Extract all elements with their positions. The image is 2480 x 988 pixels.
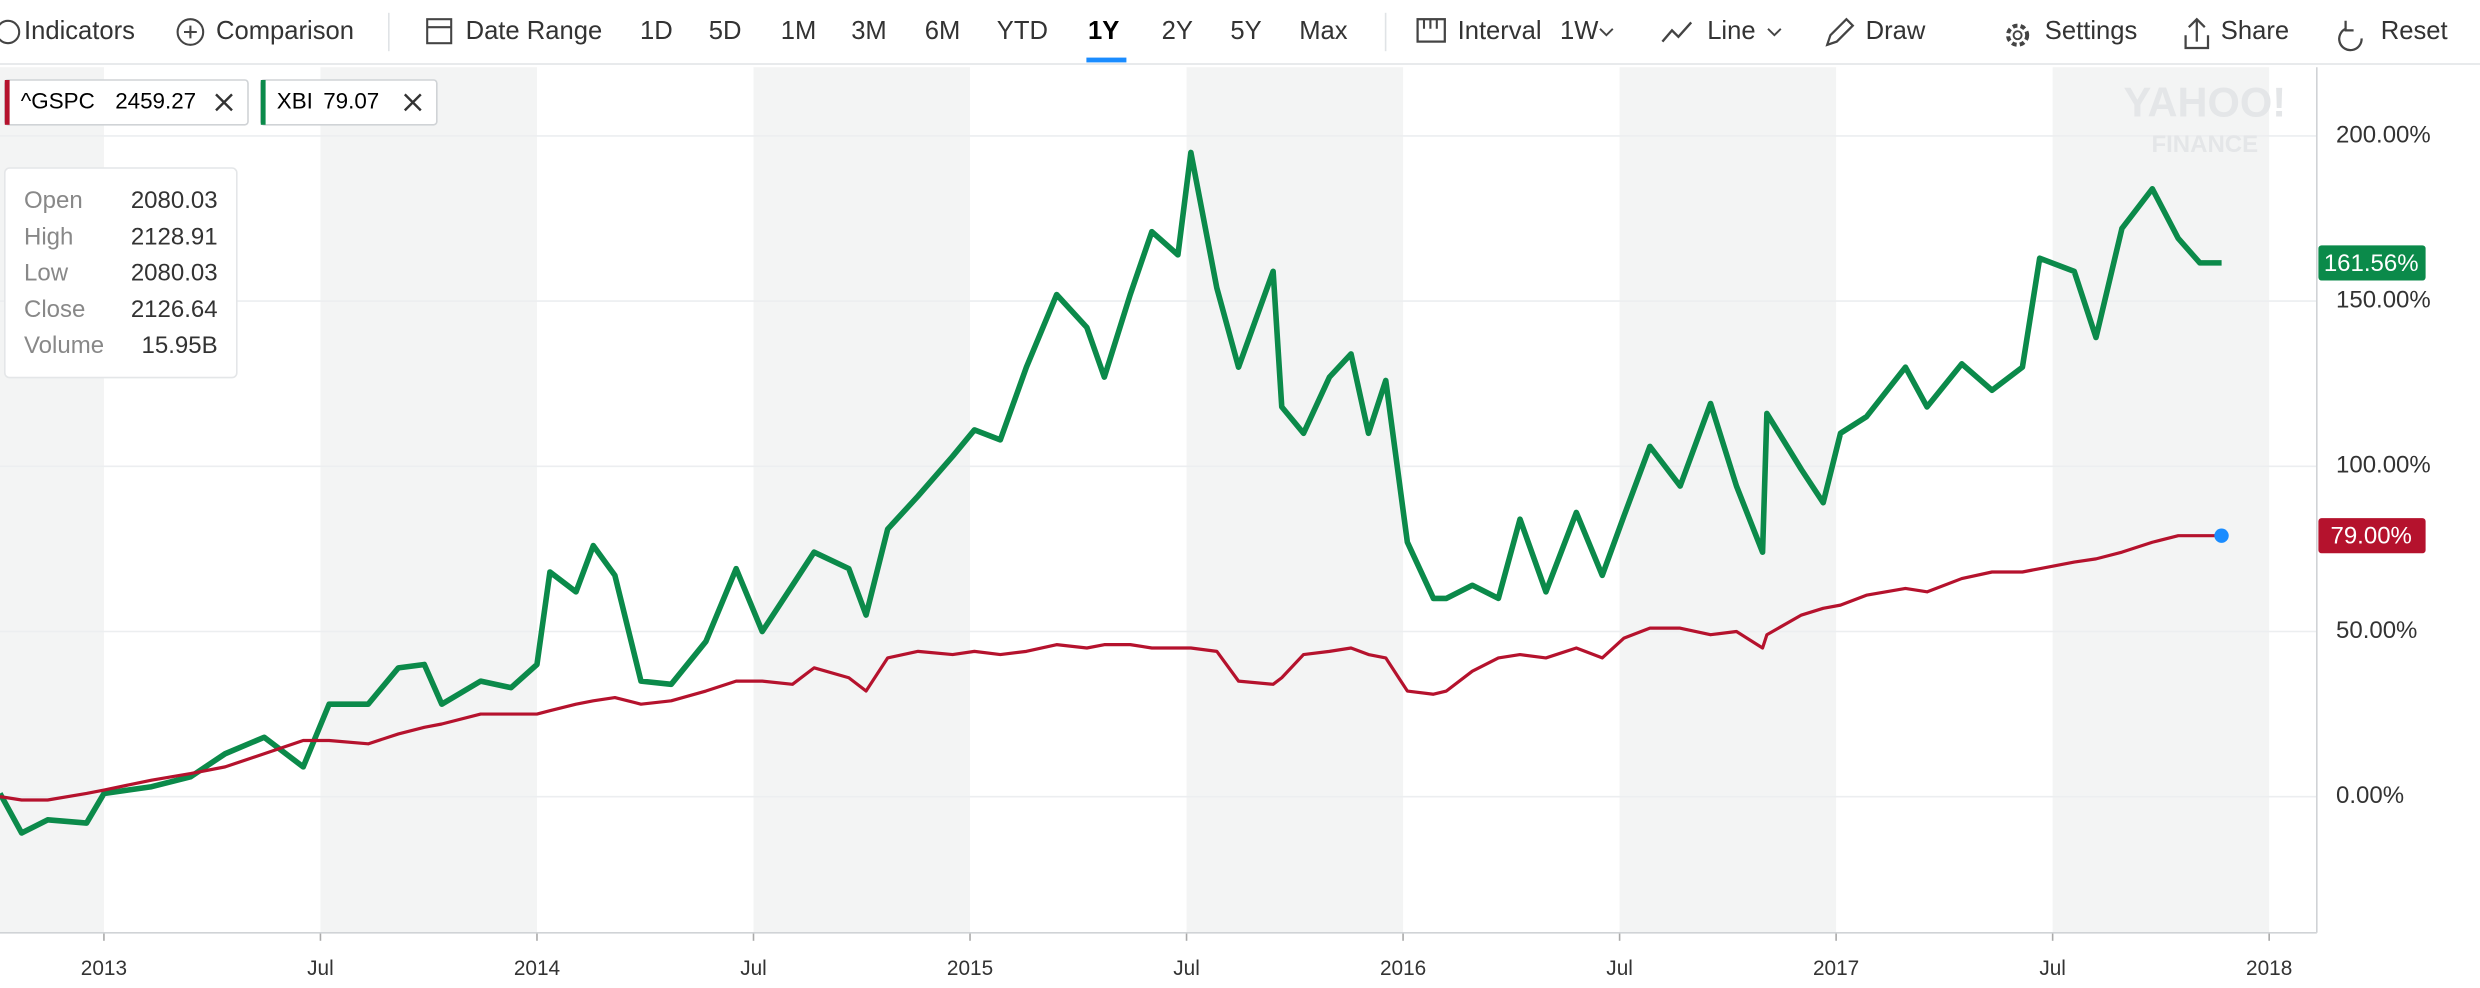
toolbar-button[interactable]: 6M <box>925 17 961 45</box>
x-tick-label: 2018 <box>2246 957 2292 980</box>
icon <box>1767 28 1782 37</box>
legend: ^GSPC 2459.27 XBI 79.07 <box>4 79 438 126</box>
x-tick-label: 2013 <box>81 957 127 980</box>
legend-color <box>260 80 266 125</box>
end-label-box <box>2318 245 2426 281</box>
toolbar-button[interactable]: Comparison <box>216 17 354 45</box>
tooltip-value: 15.95B <box>142 332 218 359</box>
toolbar-button[interactable]: Max <box>1299 17 1348 45</box>
toolbar-button[interactable]: 1Y <box>1088 17 1119 45</box>
series-line <box>0 534 2222 802</box>
tooltip-value: 2128.91 <box>131 223 218 250</box>
tooltip-label: Volume <box>24 332 104 359</box>
icon <box>1422 19 1438 29</box>
end-label: 161.56% <box>2324 250 2419 277</box>
series-line <box>0 149 2222 836</box>
y-tick-label: 150.00% <box>2336 286 2431 313</box>
icon <box>1661 21 1693 43</box>
watermark-text: YAHOO! <box>2124 79 2287 126</box>
end-label-box <box>2318 518 2426 554</box>
background-band <box>1619 67 1837 933</box>
icon <box>2338 20 2363 52</box>
toolbar-button[interactable]: Interval <box>1458 17 1542 45</box>
y-tick-label: 200.00% <box>2336 121 2431 148</box>
grid: 0.00% 50.00% 100.00% 150.00% 200.00% 2013 Jul 2… <box>0 121 2431 980</box>
legend-chip[interactable] <box>260 79 438 126</box>
tooltip-label: Low <box>24 260 69 287</box>
toolbar-button[interactable]: 3M <box>851 17 887 45</box>
x-tick-label: Jul <box>1606 957 1633 980</box>
tooltip-label: High <box>24 223 73 250</box>
toolbar-button[interactable]: Date Range <box>466 17 603 45</box>
x-tick-label: 2014 <box>514 957 560 980</box>
tooltip-value: 2126.64 <box>131 296 218 323</box>
axes <box>0 67 2318 934</box>
tooltip-label: Open <box>24 187 83 214</box>
legend-price: 2459.27 <box>115 88 196 113</box>
remove-button[interactable] <box>215 93 233 112</box>
icon <box>176 18 205 46</box>
x-tick-label: Jul <box>307 957 334 980</box>
x-tick-label: 2016 <box>1380 957 1426 980</box>
end-dot <box>2214 528 2229 543</box>
toolbar-button[interactable]: Draw <box>1866 17 1926 45</box>
remove-button[interactable] <box>403 93 422 112</box>
toolbar-button[interactable]: YTD <box>997 17 1048 45</box>
icon <box>1599 28 1614 37</box>
watermark: YAHOO! FINANCE <box>2124 79 2287 158</box>
tooltip-box <box>4 167 238 379</box>
icon <box>184 25 197 39</box>
toolbar-button[interactable]: Line <box>1707 17 1755 45</box>
background-band <box>1186 67 1404 933</box>
toolbar-button[interactable]: 1M <box>781 17 817 45</box>
y-tick-label: 50.00% <box>2336 617 2417 644</box>
tooltip: Open 2080.03 High 2128.91 Low 2080.03 Close 212… <box>4 167 238 379</box>
toolbar-button[interactable]: Share <box>2221 17 2289 45</box>
toolbar-button[interactable]: 2Y <box>1162 17 1193 45</box>
icon <box>426 18 453 45</box>
background-bands <box>0 67 2270 933</box>
toolbar-button[interactable]: 5D <box>709 17 742 45</box>
icon <box>2012 30 2023 41</box>
legend-symbol: ^GSPC <box>21 88 95 113</box>
watermark-text: FINANCE <box>2151 131 2258 158</box>
toolbar-button[interactable]: Settings <box>2045 17 2137 45</box>
tooltip-label: Close <box>24 296 85 323</box>
x-tick-label: 2017 <box>1813 957 1859 980</box>
x-tick-label: Jul <box>740 957 767 980</box>
active-underline <box>1086 57 1127 63</box>
x-tick-label: Jul <box>1173 957 1200 980</box>
icon <box>1825 17 1855 47</box>
legend-symbol: XBI <box>277 88 313 113</box>
tooltip-value: 2080.03 <box>131 260 218 287</box>
legend-color <box>4 80 10 125</box>
background-band <box>753 67 971 933</box>
y-tick-label: 100.00% <box>2336 452 2431 479</box>
icon <box>2184 17 2210 50</box>
x-tick-label: 2015 <box>947 957 993 980</box>
background-band <box>320 67 537 933</box>
icon <box>2006 23 2030 47</box>
icon <box>0 19 21 45</box>
plot: 161.56% 79.00% <box>0 149 2426 836</box>
end-label: 79.00% <box>2330 523 2411 550</box>
toolbar-button[interactable]: 1W <box>1560 17 1599 45</box>
toolbar-button[interactable]: 1D <box>640 17 673 45</box>
tooltip-value: 2080.03 <box>131 187 218 214</box>
toolbar-button[interactable]: Indicators <box>24 17 135 45</box>
toolbar: Indicators Comparison Date Range 1D 5D 1M 3M 6M… <box>0 12 2480 65</box>
background-band <box>2052 67 2270 933</box>
toolbar-button[interactable]: Reset <box>2381 17 2448 45</box>
legend-price: 79.07 <box>323 88 379 113</box>
y-tick-label: 0.00% <box>2336 782 2404 809</box>
x-tick-label: Jul <box>2039 957 2066 980</box>
toolbar-button[interactable]: 5Y <box>1230 17 1261 45</box>
